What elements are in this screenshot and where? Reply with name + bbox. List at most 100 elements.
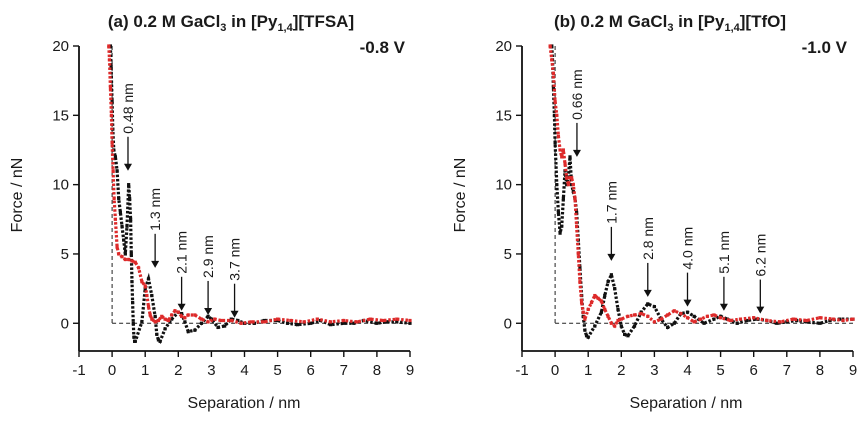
panel-b-series-1-point xyxy=(603,293,607,298)
panel-b-series-2-point xyxy=(583,317,587,321)
panel-a-series-1-point xyxy=(130,280,134,284)
panel-b-series-1-point xyxy=(599,310,604,314)
panel-b-series-2-point xyxy=(791,317,796,321)
panel-b-annotation-label: 6.2 nm xyxy=(752,234,768,277)
panel-b-series-2-curve xyxy=(548,45,854,329)
panel-b-annotation-label: 2.8 nm xyxy=(640,217,656,260)
panel-b-series-1-point xyxy=(712,317,716,321)
panel-a-series-2-point xyxy=(153,320,157,324)
panel-b-series-2-point xyxy=(778,320,782,324)
panel-a-series-2-point xyxy=(355,320,359,324)
panel-b-series-2-point xyxy=(818,316,822,320)
panel-a-series-1-point xyxy=(129,217,133,221)
panel-a-series-1-point xyxy=(206,314,210,318)
panel-b-series-2-point xyxy=(646,314,650,318)
panel-a-x-tick-label: 9 xyxy=(406,362,414,379)
panel-a-data xyxy=(107,44,412,344)
panel-b-series-1-point xyxy=(551,85,556,90)
panel-b-series-1-point xyxy=(632,324,637,328)
panel-b-series-2-point xyxy=(613,324,617,328)
panel-b-x-tick-label: 7 xyxy=(783,362,791,379)
panel-b-series-2-point xyxy=(699,317,703,321)
panel-a-series-2-point xyxy=(113,217,118,221)
panel-a-annotation-label: 2.9 nm xyxy=(200,235,216,278)
panel-b-series-2-point xyxy=(596,296,600,300)
panel-b-series-2-point xyxy=(666,313,670,317)
panel-b-series-2-point xyxy=(556,134,561,138)
panel-b-series-1-curve xyxy=(550,45,853,340)
panel-b-x-tick-label: 3 xyxy=(650,362,658,379)
panel-b-x-tick-label: 6 xyxy=(750,362,758,379)
panel-a-series-2-point xyxy=(180,314,184,318)
panel-a-x-tick-label: 2 xyxy=(174,362,182,379)
panel-a-series-2-point xyxy=(115,245,119,249)
panel-a-x-tick-label: 7 xyxy=(340,362,348,379)
panel-b-series-2-point xyxy=(805,318,809,323)
panel-a-series-1-point xyxy=(163,327,167,331)
panel-a-series-1-point xyxy=(375,321,379,325)
panel-a-y-tick-label: 20 xyxy=(52,38,69,55)
panel-b-series-2-point xyxy=(752,316,756,320)
panel-b-series-2-point xyxy=(765,318,769,323)
panel-b-series-1-point xyxy=(575,210,579,214)
panel-b-series-2-point xyxy=(561,148,565,152)
panel-a-series-2-point xyxy=(109,113,114,117)
panel-a-series-2-point xyxy=(107,58,112,62)
panel-a-series-1-point xyxy=(143,287,147,291)
panel-b-x-tick-label: 1 xyxy=(584,362,592,379)
panel-a-series-2-point xyxy=(145,293,149,298)
panel-a-series-1-point xyxy=(216,325,220,330)
panel-b-y-axis-label: Force / nN xyxy=(452,158,469,233)
panel-a-series-2-point xyxy=(120,255,124,259)
panel-a-series-1-point xyxy=(158,339,162,343)
panel-b-series-2-point xyxy=(672,309,676,313)
panel-a-annotations: 0.48 nm 1.3 nm 2.1 nm 2.9 nm 3.7 nm xyxy=(120,83,243,318)
panel-a-series-2-point xyxy=(166,318,170,323)
panel-a-series-1-point xyxy=(193,328,197,332)
panel-b-x-tick-label: 5 xyxy=(716,362,724,379)
panel-a-series-2-point xyxy=(170,313,174,317)
panel-b-series-2-point xyxy=(705,314,709,318)
panel-b-annotation-arrowhead xyxy=(607,253,616,261)
panel-b-y-tick-label: 15 xyxy=(495,107,512,124)
panel-b-series-1-point xyxy=(560,224,564,228)
panel-b-series-2-point xyxy=(738,317,743,321)
panel-a-voltage-label: -0.8 V xyxy=(360,38,406,57)
panel-b-series-2-point xyxy=(560,155,564,159)
panel-a-series-2-point xyxy=(123,257,127,262)
panel-a-series-1-point xyxy=(408,321,412,325)
panel-b-series-2-point xyxy=(632,313,637,317)
panel-b-annotation-label: 0.66 nm xyxy=(569,69,585,120)
panel-b-series-2-point xyxy=(728,318,733,323)
panel-a-x-tick-label: 6 xyxy=(307,362,315,379)
panel-b-series-2-point xyxy=(578,280,582,284)
panel-b-series-1-point xyxy=(613,287,617,291)
panel-a-series-2-point xyxy=(150,317,154,321)
panel-a-series-2-point xyxy=(199,317,204,321)
panel-b-x-tick-label: 0 xyxy=(551,362,559,379)
panel-b-series-1-point xyxy=(775,321,779,325)
panel-b-series-2-point xyxy=(579,300,584,305)
panel-a-series-1-point xyxy=(109,65,113,69)
panel-b-series-2-point xyxy=(570,176,574,180)
panel-b-series-2-point xyxy=(712,313,716,317)
panel-b-series-1-point xyxy=(552,113,557,117)
panel-b-series-2-point xyxy=(659,317,663,321)
panel-a-annotation-arrowhead xyxy=(177,303,186,311)
panel-a-series-2-point xyxy=(408,318,412,323)
panel-a-series-2-point xyxy=(193,313,197,317)
panel-b-annotation-label: 4.0 nm xyxy=(680,227,696,270)
panel-b-series-1-point xyxy=(606,280,610,284)
panel-b-annotations: 0.66 nm 1.7 nm 2.8 nm 4.0 nm 5.1 nm 6.2 nm xyxy=(569,69,768,314)
panel-a-series-2-point xyxy=(328,320,333,324)
panel-b-series-2-point xyxy=(555,113,559,117)
panel-a-annotation-label: 2.1 nm xyxy=(174,231,190,274)
panel-a-x-tick-label: 4 xyxy=(240,362,248,379)
panel-b-series-2-point xyxy=(851,317,855,321)
panel-a-series-2-point xyxy=(140,280,144,284)
panel-b-x-tick-label: -1 xyxy=(515,362,528,379)
panel-a-series-2-point xyxy=(368,317,372,321)
panel-b-y-tick-label: 20 xyxy=(495,38,512,55)
panel-a-series-2-point xyxy=(136,266,141,270)
